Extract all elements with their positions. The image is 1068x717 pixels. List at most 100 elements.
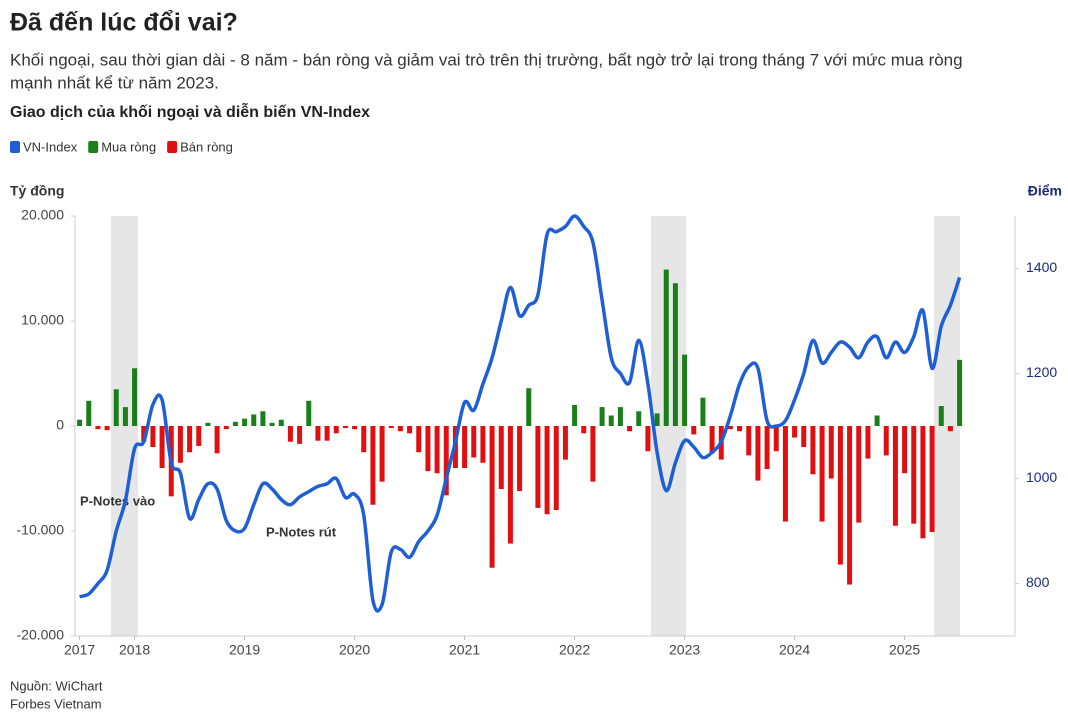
bar: [407, 426, 413, 434]
bar: [892, 426, 898, 526]
y2-tick-label: 1000: [1026, 469, 1057, 485]
bar: [636, 411, 642, 426]
y2-tick-label: 800: [1026, 574, 1050, 590]
bar: [232, 421, 238, 426]
x-tick-label: 2017: [64, 642, 95, 658]
subtitle: mạnh nhất kể từ năm 2023.: [10, 73, 219, 92]
bar: [425, 426, 431, 472]
bar: [196, 426, 202, 446]
y-tick-label: 20.000: [21, 207, 64, 223]
bar: [132, 368, 138, 426]
bar: [352, 426, 358, 430]
legend-swatch: [88, 141, 99, 153]
chart-heading: Giao dịch của khối ngoại và diễn biến VN…: [10, 102, 370, 121]
bar: [957, 359, 963, 426]
bar: [104, 426, 110, 431]
bar: [480, 426, 486, 463]
bar: [883, 426, 889, 456]
bar: [535, 426, 541, 508]
legend: VN-Index Mua ròng Bán ròng: [10, 139, 233, 154]
y-tick-label: -20.000: [17, 627, 65, 643]
bar: [847, 426, 853, 585]
bar: [242, 418, 248, 426]
bar: [737, 426, 743, 432]
bar: [370, 426, 376, 505]
bar: [86, 400, 92, 426]
legend-swatch: [167, 141, 178, 153]
bar: [333, 426, 339, 434]
bar: [122, 407, 128, 426]
bar: [746, 426, 752, 456]
bar: [526, 388, 532, 426]
legend-label: Bán ròng: [180, 139, 233, 154]
bar: [95, 426, 101, 430]
legend-label: Mua ròng: [101, 139, 156, 154]
y2-tick-label: 1400: [1026, 259, 1057, 275]
bar: [617, 407, 623, 426]
bar: [223, 426, 229, 430]
bar: [159, 426, 165, 468]
bar: [278, 419, 284, 426]
annotation: P-Notes rút: [266, 524, 337, 539]
bar: [507, 426, 513, 544]
bar: [938, 406, 944, 426]
bar: [645, 426, 651, 452]
bar: [865, 426, 871, 459]
bar: [709, 426, 715, 454]
bar: [260, 411, 266, 426]
bar: [902, 426, 908, 474]
bar: [269, 422, 275, 426]
y2-tick-label: 1200: [1026, 364, 1057, 380]
bar: [489, 426, 495, 568]
bar: [553, 426, 559, 510]
bar: [150, 426, 156, 447]
x-tick-label: 2024: [779, 642, 810, 658]
bar: [187, 426, 193, 453]
x-tick-label: 2025: [889, 642, 920, 658]
bar: [498, 426, 504, 489]
bar: [397, 426, 403, 432]
legend-swatch: [10, 141, 20, 153]
bar: [837, 426, 843, 565]
bar: [113, 389, 119, 426]
bar: [416, 426, 422, 453]
y-axis-label: Tỷ đồng: [10, 183, 64, 199]
bar: [562, 426, 568, 460]
bar: [874, 415, 880, 426]
bar: [287, 426, 293, 442]
x-tick-label: 2020: [339, 642, 370, 658]
bar: [920, 426, 926, 539]
bar: [691, 426, 697, 435]
bar: [599, 407, 605, 426]
bar: [608, 415, 614, 426]
bar: [581, 426, 587, 434]
chart-title: Đã đến lúc đổi vai?: [10, 9, 238, 37]
bar: [773, 426, 779, 452]
bar: [462, 426, 468, 468]
y2-axis-label: Điểm: [1028, 183, 1062, 199]
bar: [572, 405, 578, 426]
bar: [517, 426, 523, 492]
x-tick-label: 2018: [119, 642, 150, 658]
bar: [911, 426, 917, 524]
highlight-band: [934, 216, 960, 636]
bar: [471, 426, 477, 458]
bar: [856, 426, 862, 523]
x-tick-label: 2021: [449, 642, 480, 658]
bar: [947, 426, 953, 432]
bar: [361, 426, 367, 453]
bar: [755, 426, 761, 481]
bar: [627, 426, 633, 432]
bar: [443, 426, 449, 496]
bar: [810, 426, 816, 475]
bar: [434, 426, 440, 474]
bar: [77, 419, 83, 426]
bar: [177, 426, 183, 463]
bar: [388, 426, 394, 429]
bar: [828, 426, 834, 479]
bar: [214, 426, 220, 454]
bar: [590, 426, 596, 482]
bar: [324, 426, 330, 441]
annotation: P-Notes vào: [80, 493, 155, 508]
